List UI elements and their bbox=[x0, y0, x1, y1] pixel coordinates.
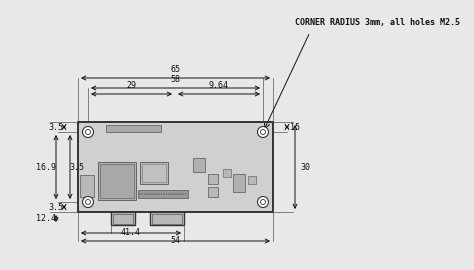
Circle shape bbox=[180, 193, 182, 195]
Text: 41.4: 41.4 bbox=[121, 228, 141, 237]
Text: CORNER RADIUS 3mm, all holes M2.5: CORNER RADIUS 3mm, all holes M2.5 bbox=[295, 18, 460, 26]
Circle shape bbox=[185, 193, 186, 195]
Circle shape bbox=[257, 127, 268, 137]
Text: 16.9: 16.9 bbox=[36, 163, 56, 171]
Circle shape bbox=[142, 193, 143, 195]
Bar bbox=[142, 164, 166, 182]
FancyBboxPatch shape bbox=[78, 122, 273, 212]
Bar bbox=[78, 122, 273, 212]
Circle shape bbox=[144, 193, 146, 195]
Circle shape bbox=[139, 193, 141, 195]
Bar bbox=[152, 214, 182, 224]
Circle shape bbox=[156, 193, 157, 195]
Bar bbox=[138, 190, 188, 198]
Circle shape bbox=[182, 193, 184, 195]
Circle shape bbox=[151, 193, 153, 195]
Text: 54: 54 bbox=[171, 236, 181, 245]
Text: 3.5: 3.5 bbox=[70, 163, 84, 171]
Bar bbox=[98, 162, 136, 200]
Circle shape bbox=[173, 193, 174, 195]
Circle shape bbox=[158, 193, 160, 195]
Circle shape bbox=[154, 193, 155, 195]
Bar bbox=[106, 125, 161, 132]
Circle shape bbox=[175, 193, 177, 195]
Bar bbox=[193, 158, 205, 172]
Text: 3.5: 3.5 bbox=[48, 202, 64, 211]
Circle shape bbox=[178, 193, 179, 195]
Bar bbox=[248, 176, 256, 184]
Text: 3.5: 3.5 bbox=[48, 123, 64, 131]
Text: 30: 30 bbox=[300, 163, 310, 171]
Text: 58: 58 bbox=[171, 75, 181, 84]
Bar bbox=[150, 212, 184, 225]
Bar bbox=[113, 214, 133, 224]
Circle shape bbox=[261, 130, 265, 134]
Bar bbox=[111, 212, 135, 225]
Circle shape bbox=[82, 127, 93, 137]
Bar bbox=[208, 174, 218, 184]
Circle shape bbox=[257, 197, 268, 208]
Text: 9.64: 9.64 bbox=[209, 81, 229, 90]
Circle shape bbox=[171, 193, 172, 195]
Circle shape bbox=[85, 200, 91, 204]
Text: 29: 29 bbox=[127, 81, 137, 90]
Bar bbox=[80, 175, 94, 197]
Bar bbox=[233, 174, 245, 192]
Circle shape bbox=[149, 193, 150, 195]
Bar bbox=[140, 162, 168, 184]
Text: 65: 65 bbox=[171, 65, 181, 74]
Text: 12.4: 12.4 bbox=[36, 214, 56, 223]
Circle shape bbox=[166, 193, 167, 195]
Text: 15: 15 bbox=[290, 123, 300, 131]
Bar bbox=[208, 187, 218, 197]
Circle shape bbox=[161, 193, 162, 195]
Bar bbox=[223, 169, 231, 177]
Circle shape bbox=[82, 197, 93, 208]
Circle shape bbox=[261, 200, 265, 204]
Bar bbox=[100, 164, 134, 198]
Circle shape bbox=[85, 130, 91, 134]
Circle shape bbox=[146, 193, 148, 195]
Circle shape bbox=[168, 193, 170, 195]
